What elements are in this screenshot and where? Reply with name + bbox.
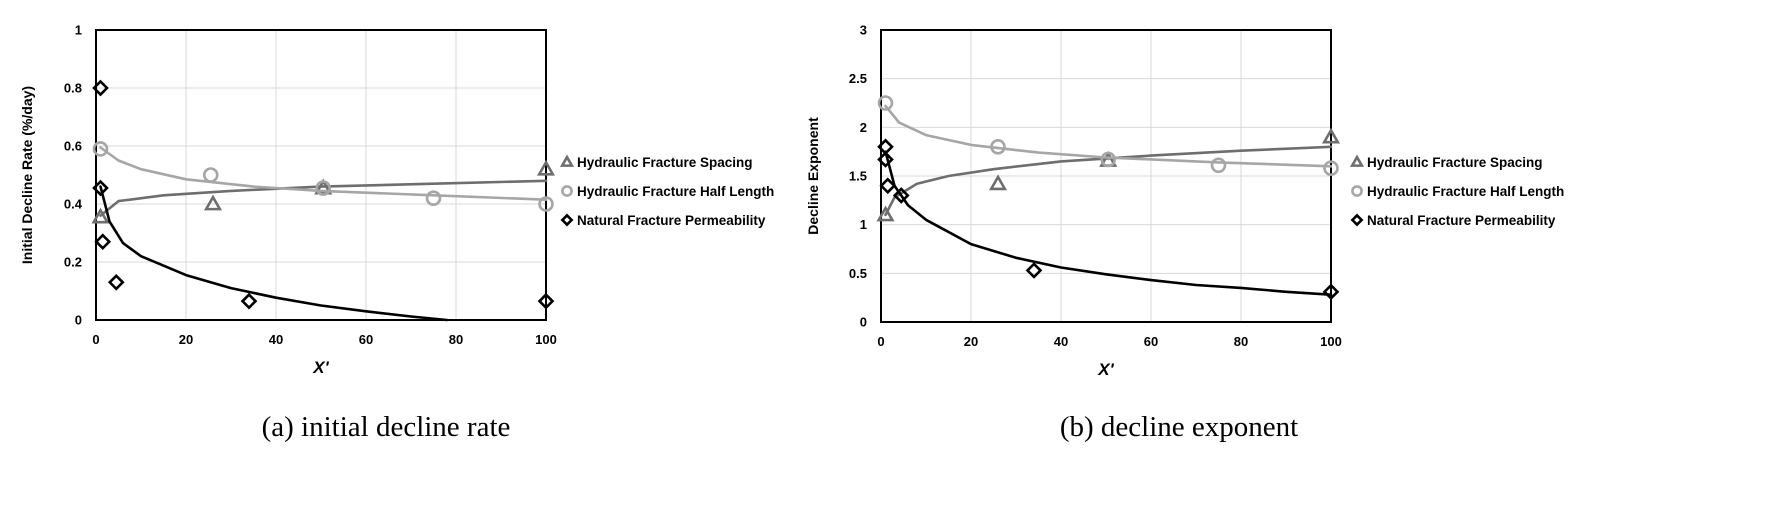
legend-marker-diamond xyxy=(1350,213,1364,227)
trendline-hydraulic-fracture-half-length xyxy=(99,146,548,201)
trendline-natural-fracture-permeability xyxy=(884,150,1333,296)
series-hydraulic-fracture-spacing xyxy=(91,159,556,224)
legend-marker-triangle xyxy=(559,154,575,167)
data-point-circle xyxy=(538,196,554,212)
legend-label: Natural Fracture Permeability xyxy=(577,213,766,228)
legend: Hydraulic Fracture Spacing Hydraulic Frac… xyxy=(559,154,774,228)
data-point-circle xyxy=(202,167,219,183)
data-point-diamond xyxy=(92,179,109,197)
data-point-diamond xyxy=(1025,262,1043,279)
x-tick-label: 100 xyxy=(535,332,557,347)
data-point-diamond xyxy=(92,79,109,97)
series-hydraulic-fracture-half-length xyxy=(877,95,1339,177)
data-point-circle xyxy=(1323,160,1339,177)
data-point-triangle xyxy=(988,174,1008,191)
y-tick-label: 1.5 xyxy=(849,169,867,184)
legend-marker-circle xyxy=(561,185,573,197)
chart-initial-decline-rate: 0 0.2 0.4 0.6 0.8 1 0 20 40 60 80 100 Initial Declin… xyxy=(19,23,774,444)
y-tick-label: 0.2 xyxy=(64,255,82,270)
data-point-circle xyxy=(315,180,332,196)
data-point-diamond xyxy=(537,292,555,310)
data-point-circle xyxy=(990,139,1006,155)
legend-label: Natural Fracture Permeability xyxy=(1367,213,1556,228)
x-tick-label: 40 xyxy=(269,332,283,347)
trendline-hydraulic-fracture-half-length xyxy=(884,104,1333,168)
data-point-triangle xyxy=(314,178,333,195)
x-tick-label: 20 xyxy=(179,332,193,347)
y-tick-label: 0.4 xyxy=(64,197,83,212)
data-point-triangle xyxy=(91,207,110,224)
data-point-circle xyxy=(425,190,442,206)
data-point-diamond xyxy=(240,292,258,310)
y-tick-label: 2 xyxy=(860,120,867,135)
series-hydraulic-fracture-spacing xyxy=(876,127,1341,222)
x-tick-label: 0 xyxy=(92,332,99,347)
legend-marker-circle xyxy=(1351,185,1363,197)
legend-label: Hydraulic Fracture Spacing xyxy=(577,155,753,170)
data-point-diamond xyxy=(877,151,894,168)
data-point-diamond xyxy=(1322,283,1340,301)
y-tick-label: 2.5 xyxy=(849,71,867,86)
legend-label: Hydraulic Fracture Half Length xyxy=(1367,184,1564,199)
y-tick-label: 0.6 xyxy=(64,139,82,154)
trendline-hydraulic-fracture-spacing xyxy=(99,179,548,217)
data-point-triangle xyxy=(1321,127,1341,144)
series-natural-fracture-permeability xyxy=(92,79,555,322)
series-hydraulic-fracture-half-length xyxy=(92,141,554,212)
chart-caption: (a) initial decline rate xyxy=(262,411,511,443)
data-point-triangle xyxy=(876,205,895,222)
y-tick-label: 0 xyxy=(860,315,867,330)
trendline-hydraulic-fracture-spacing xyxy=(884,145,1333,217)
y-tick-label: 1 xyxy=(75,23,82,38)
x-tick-label: 40 xyxy=(1054,334,1068,349)
chart-decline-exponent: 0 0.5 1 1.5 2 2.5 3 0 20 40 60 80 100 Decline Exponen… xyxy=(805,23,1564,444)
data-point-circle xyxy=(1100,151,1117,168)
data-point-diamond xyxy=(879,177,897,195)
trendline-natural-fracture-permeability xyxy=(99,185,449,322)
x-tick-label: 20 xyxy=(964,334,978,349)
x-tick-label: 0 xyxy=(877,334,884,349)
data-point-circle xyxy=(877,95,894,111)
x-axis-label: X' xyxy=(1097,360,1114,379)
legend-label: Hydraulic Fracture Half Length xyxy=(577,184,774,199)
data-point-diamond xyxy=(892,187,910,204)
legend-marker-diamond xyxy=(560,213,574,227)
legend-label: Hydraulic Fracture Spacing xyxy=(1367,155,1543,170)
data-point-triangle xyxy=(203,194,223,211)
x-tick-label: 80 xyxy=(449,332,463,347)
data-point-circle xyxy=(1210,157,1227,174)
y-tick-label: 0.8 xyxy=(64,81,82,96)
x-tick-label: 80 xyxy=(1234,334,1248,349)
data-point-diamond xyxy=(94,233,112,251)
y-axis-label: Initial Decline Rate (%/day) xyxy=(19,86,35,264)
legend: Hydraulic Fracture Spacing Hydraulic Frac… xyxy=(1349,154,1564,228)
y-tick-label: 3 xyxy=(860,23,867,38)
legend-marker-triangle xyxy=(1349,154,1365,167)
y-tick-label: 1 xyxy=(860,217,867,232)
y-tick-label: 0.5 xyxy=(849,266,867,281)
y-axis-label: Decline Exponent xyxy=(805,117,821,235)
chart-caption: (b) decline exponent xyxy=(1060,411,1298,443)
data-point-diamond xyxy=(107,273,125,291)
data-point-triangle xyxy=(536,159,556,176)
series-natural-fracture-permeability xyxy=(877,138,1340,301)
x-tick-label: 60 xyxy=(359,332,373,347)
x-tick-label: 100 xyxy=(1320,334,1342,349)
x-axis-label: X' xyxy=(312,358,329,377)
data-point-circle xyxy=(92,141,109,157)
y-tick-label: 0 xyxy=(75,313,82,328)
x-tick-label: 60 xyxy=(1144,334,1158,349)
